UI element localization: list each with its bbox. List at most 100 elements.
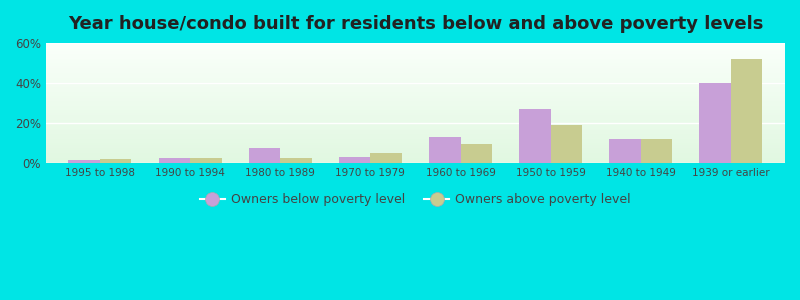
Bar xyxy=(46,92,785,93)
Bar xyxy=(46,159,785,160)
Bar xyxy=(46,126,785,127)
Bar xyxy=(461,144,492,163)
Bar xyxy=(46,78,785,79)
Bar xyxy=(46,51,785,52)
Bar xyxy=(46,107,785,108)
Bar xyxy=(46,137,785,138)
Bar xyxy=(46,121,785,122)
Bar xyxy=(46,161,785,162)
Bar xyxy=(46,84,785,85)
Bar xyxy=(519,109,550,163)
Bar xyxy=(46,133,785,134)
Bar xyxy=(46,157,785,158)
Bar xyxy=(46,124,785,125)
Bar xyxy=(46,150,785,151)
Bar xyxy=(46,83,785,84)
Bar xyxy=(46,162,785,163)
Bar xyxy=(46,102,785,103)
Bar xyxy=(46,69,785,70)
Bar xyxy=(46,119,785,120)
Bar xyxy=(46,130,785,131)
Bar xyxy=(699,83,731,163)
Bar xyxy=(610,139,641,163)
Bar xyxy=(370,153,402,163)
Bar xyxy=(46,46,785,47)
Bar xyxy=(46,65,785,66)
Bar xyxy=(46,100,785,101)
Bar xyxy=(46,108,785,109)
Bar xyxy=(46,132,785,133)
Bar xyxy=(46,114,785,115)
Bar xyxy=(68,160,100,163)
Bar xyxy=(46,153,785,154)
Bar xyxy=(46,158,785,159)
Bar xyxy=(429,137,461,163)
Bar xyxy=(46,112,785,113)
Bar xyxy=(46,86,785,87)
Bar xyxy=(46,90,785,91)
Bar xyxy=(46,139,785,140)
Bar xyxy=(46,61,785,62)
Bar xyxy=(46,138,785,139)
Bar xyxy=(46,67,785,68)
Bar xyxy=(46,75,785,76)
Bar xyxy=(46,156,785,157)
Bar xyxy=(46,64,785,65)
Bar xyxy=(46,148,785,149)
Bar xyxy=(46,62,785,63)
Bar xyxy=(46,131,785,132)
Bar xyxy=(46,47,785,48)
Legend: Owners below poverty level, Owners above poverty level: Owners below poverty level, Owners above… xyxy=(195,188,636,211)
Bar xyxy=(46,98,785,99)
Bar xyxy=(46,93,785,94)
Bar xyxy=(46,116,785,117)
Bar xyxy=(46,109,785,110)
Bar xyxy=(46,95,785,96)
Bar xyxy=(46,54,785,55)
Bar xyxy=(46,147,785,148)
Bar xyxy=(46,60,785,61)
Bar xyxy=(46,91,785,92)
Bar xyxy=(46,76,785,77)
Bar xyxy=(46,128,785,129)
Bar xyxy=(46,82,785,83)
Bar xyxy=(46,66,785,67)
Bar xyxy=(46,140,785,141)
Bar xyxy=(190,158,222,163)
Bar xyxy=(46,44,785,45)
Bar xyxy=(46,105,785,106)
Bar xyxy=(46,111,785,112)
Bar xyxy=(46,117,785,118)
Bar xyxy=(46,71,785,72)
Bar xyxy=(46,143,785,144)
Bar xyxy=(46,125,785,126)
Bar xyxy=(731,59,762,163)
Bar xyxy=(46,101,785,102)
Bar xyxy=(46,123,785,124)
Bar xyxy=(46,136,785,137)
Bar xyxy=(46,81,785,82)
Bar xyxy=(46,122,785,123)
Bar xyxy=(46,89,785,90)
Bar xyxy=(46,142,785,143)
Bar xyxy=(46,53,785,54)
Bar xyxy=(641,139,672,163)
Bar xyxy=(46,160,785,161)
Bar xyxy=(46,87,785,88)
Bar xyxy=(46,68,785,69)
Bar xyxy=(280,158,312,163)
Bar xyxy=(46,58,785,59)
Bar xyxy=(158,158,190,163)
Bar xyxy=(46,48,785,49)
Bar xyxy=(46,77,785,78)
Bar xyxy=(100,159,131,163)
Bar xyxy=(46,45,785,46)
Bar xyxy=(46,59,785,60)
Bar xyxy=(46,94,785,95)
Bar xyxy=(46,103,785,104)
Bar xyxy=(46,52,785,53)
Bar xyxy=(46,120,785,121)
Bar xyxy=(339,157,370,163)
Bar xyxy=(249,148,280,163)
Bar xyxy=(46,134,785,135)
